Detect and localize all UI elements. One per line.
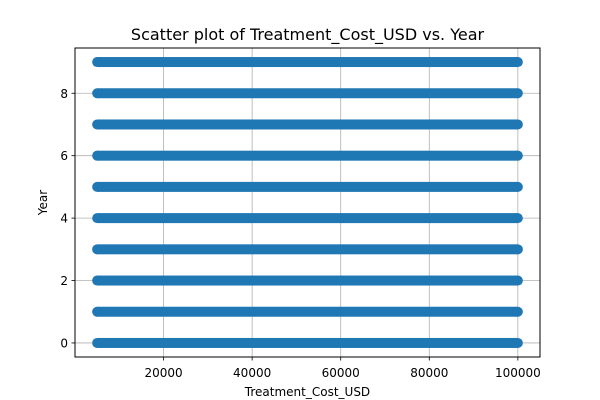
y-tick-label: 0 [60,336,68,350]
x-tick-label: 100000 [495,366,541,380]
scatter-point-band [97,150,518,161]
scatter-point-band [97,337,518,348]
scatter-point [512,181,523,192]
y-axis-label: Year [36,190,50,216]
scatter-point [92,244,103,255]
scatter-point-band [97,57,518,68]
scatter-point [512,275,523,286]
scatter-point [92,337,103,348]
scatter-point [92,275,103,286]
x-tick-label: 20000 [144,366,182,380]
y-axis-ticks: 0 2 4 6 8 [60,87,75,350]
scatter-point [512,150,523,161]
scatter-point [92,213,103,224]
scatter-point-band [97,244,518,255]
y-tick-label: 8 [60,87,68,101]
scatter-point [92,119,103,130]
x-axis-label: Treatment_Cost_USD [244,385,370,399]
scatter-point-band [97,306,518,317]
scatter-point [512,57,523,68]
scatter-point [512,213,523,224]
scatter-point [92,88,103,99]
scatter-point [92,181,103,192]
scatter-point [512,306,523,317]
y-tick-label: 2 [60,274,68,288]
scatter-point-band [97,88,518,99]
y-tick-label: 6 [60,149,68,163]
scatter-point [512,119,523,130]
x-tick-label: 60000 [322,366,360,380]
x-tick-label: 80000 [410,366,448,380]
y-tick-label: 4 [60,212,68,226]
scatter-point [512,88,523,99]
scatter-point [92,150,103,161]
scatter-point-band [97,119,518,130]
x-tick-label: 40000 [233,366,271,380]
scatter-point [512,337,523,348]
scatter-point [92,306,103,317]
scatter-point [512,244,523,255]
scatter-point-band [97,213,518,224]
scatter-point-band [97,181,518,192]
x-axis-ticks: 20000 40000 60000 80000 100000 [144,357,541,380]
scatter-point-band [97,275,518,286]
chart-title: Scatter plot of Treatment_Cost_USD vs. Y… [131,25,485,45]
plot-frame [74,47,541,358]
scatter-points [92,57,523,348]
scatter-point [92,57,103,68]
